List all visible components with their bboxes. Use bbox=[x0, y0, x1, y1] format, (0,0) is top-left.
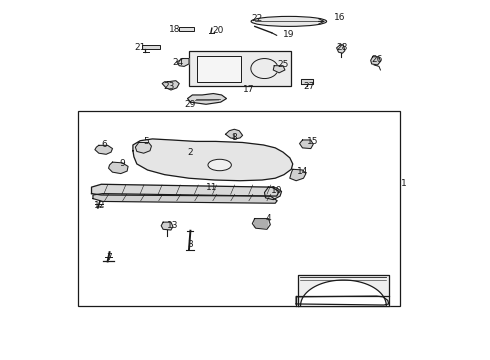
Text: 20: 20 bbox=[213, 26, 224, 35]
Polygon shape bbox=[95, 145, 113, 154]
Polygon shape bbox=[337, 45, 345, 53]
Text: 21: 21 bbox=[135, 42, 146, 51]
Polygon shape bbox=[301, 79, 313, 84]
Ellipse shape bbox=[208, 159, 231, 171]
Text: 18: 18 bbox=[169, 25, 180, 34]
Text: 4: 4 bbox=[266, 214, 271, 223]
FancyBboxPatch shape bbox=[179, 27, 194, 31]
Polygon shape bbox=[297, 275, 389, 306]
Bar bbox=[197, 56, 241, 82]
Text: 11: 11 bbox=[206, 183, 218, 192]
Polygon shape bbox=[371, 57, 380, 65]
Text: 5: 5 bbox=[144, 137, 149, 146]
Polygon shape bbox=[92, 184, 279, 196]
Text: 14: 14 bbox=[297, 167, 308, 176]
Polygon shape bbox=[273, 66, 285, 73]
Polygon shape bbox=[265, 187, 282, 200]
Text: 25: 25 bbox=[277, 60, 289, 69]
Polygon shape bbox=[93, 194, 277, 203]
Text: 9: 9 bbox=[120, 159, 125, 168]
Text: 27: 27 bbox=[304, 82, 315, 91]
Polygon shape bbox=[161, 222, 173, 230]
Text: 8: 8 bbox=[231, 132, 237, 141]
Polygon shape bbox=[225, 129, 243, 139]
Polygon shape bbox=[252, 219, 270, 229]
Text: 2: 2 bbox=[188, 148, 193, 157]
Text: 23: 23 bbox=[164, 82, 175, 91]
Polygon shape bbox=[177, 59, 189, 66]
Text: 26: 26 bbox=[372, 55, 383, 64]
Text: 10: 10 bbox=[271, 185, 282, 194]
Text: 28: 28 bbox=[337, 43, 348, 52]
Text: 7: 7 bbox=[107, 253, 112, 262]
Bar bbox=[78, 111, 400, 306]
Polygon shape bbox=[290, 169, 306, 181]
Polygon shape bbox=[300, 280, 386, 306]
Text: 6: 6 bbox=[102, 140, 107, 149]
Polygon shape bbox=[299, 140, 313, 149]
Text: 3: 3 bbox=[188, 240, 194, 249]
Polygon shape bbox=[162, 81, 179, 90]
Ellipse shape bbox=[251, 17, 327, 26]
Text: 16: 16 bbox=[334, 13, 346, 22]
Polygon shape bbox=[135, 143, 151, 153]
Text: 22: 22 bbox=[251, 14, 263, 23]
Text: 15: 15 bbox=[306, 137, 318, 146]
Text: 12: 12 bbox=[94, 201, 105, 210]
Polygon shape bbox=[109, 162, 128, 174]
Bar bbox=[189, 51, 291, 86]
Polygon shape bbox=[188, 94, 226, 104]
Bar bbox=[142, 45, 160, 49]
Text: 13: 13 bbox=[167, 221, 179, 230]
Polygon shape bbox=[296, 296, 389, 305]
Text: 24: 24 bbox=[172, 58, 183, 67]
Text: 17: 17 bbox=[243, 85, 255, 94]
Polygon shape bbox=[133, 139, 293, 181]
Text: 19: 19 bbox=[283, 30, 294, 39]
Text: 29: 29 bbox=[185, 100, 196, 109]
Text: 1: 1 bbox=[400, 179, 406, 188]
